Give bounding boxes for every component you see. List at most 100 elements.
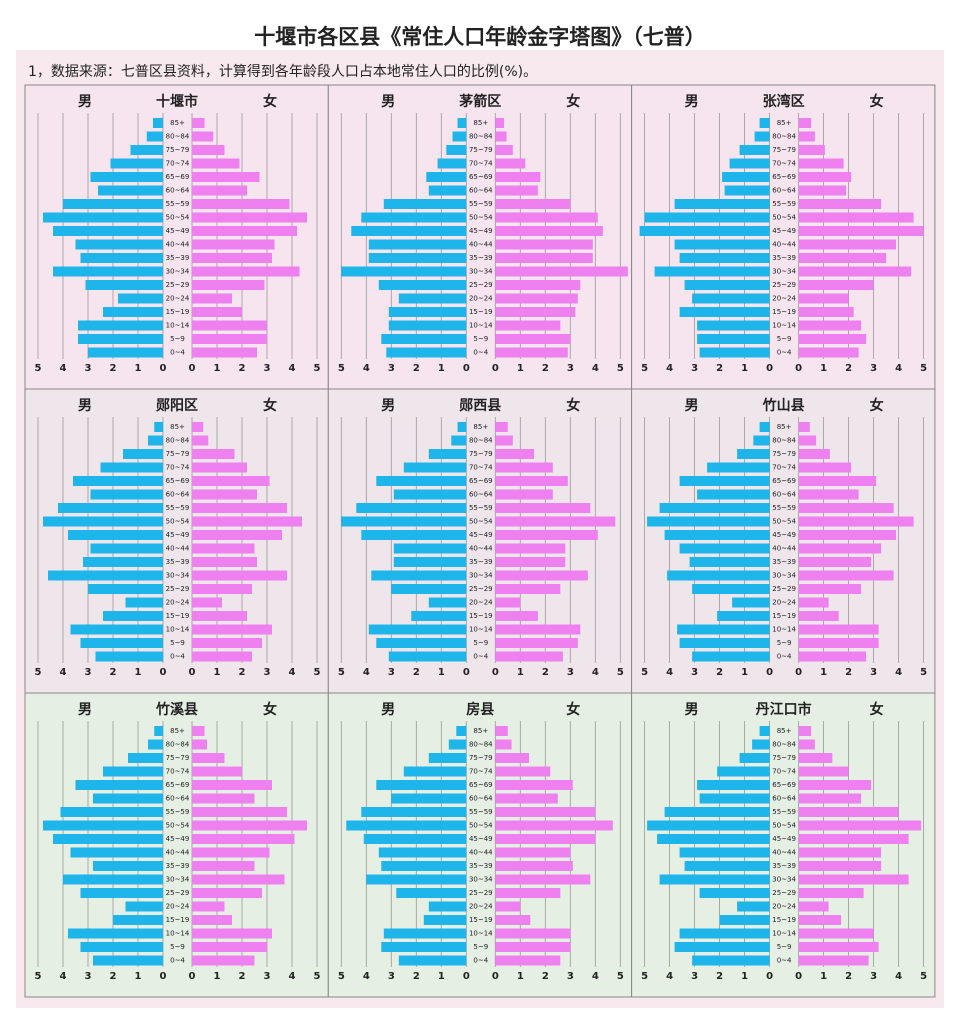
bar-male xyxy=(368,624,467,635)
category-label: 20~24 xyxy=(772,599,796,607)
x-tick-label: 2 xyxy=(716,363,723,374)
x-tick-label: 5 xyxy=(338,667,345,678)
category-label: 30~34 xyxy=(469,572,493,580)
bar-female xyxy=(798,530,897,540)
panel xyxy=(327,692,633,998)
bar-male xyxy=(93,793,163,804)
bar-male xyxy=(446,145,467,155)
bar-female xyxy=(495,611,538,621)
category-label: 5~9 xyxy=(473,639,488,647)
bar-female xyxy=(495,516,616,527)
bar-male xyxy=(437,158,467,169)
category-label: 65~69 xyxy=(469,781,493,789)
bar-male xyxy=(697,334,770,344)
bar-female xyxy=(798,793,862,804)
category-label: 80~84 xyxy=(772,741,796,749)
category-label: 45~49 xyxy=(772,227,796,235)
category-label: 25~29 xyxy=(772,585,796,593)
category-label: 70~74 xyxy=(166,768,190,776)
category-label: 70~74 xyxy=(469,768,493,776)
legend-male: 男 xyxy=(381,702,395,718)
bar-female xyxy=(495,476,568,486)
bar-male xyxy=(368,253,467,263)
category-label: 10~14 xyxy=(772,322,796,330)
category-label: 35~39 xyxy=(772,862,796,870)
legend-male: 男 xyxy=(381,398,395,414)
x-tick-label: 1 xyxy=(741,363,748,374)
bar-male xyxy=(724,185,770,196)
x-tick-label: 4 xyxy=(289,363,296,374)
panel-title: 丹江口市 xyxy=(756,701,812,718)
category-label: 60~64 xyxy=(166,187,190,195)
bar-male xyxy=(43,212,163,223)
panel-title: 郧西县 xyxy=(459,398,501,414)
bar-female xyxy=(798,726,812,736)
bar-male xyxy=(125,597,163,608)
bar-male xyxy=(123,449,163,459)
panel xyxy=(631,692,936,998)
category-label: 15~19 xyxy=(469,612,493,620)
category-label: 10~14 xyxy=(469,626,493,634)
x-tick-label: 2 xyxy=(239,971,246,982)
bar-male xyxy=(393,543,467,554)
category-label: 40~44 xyxy=(772,849,796,857)
category-label: 85+ xyxy=(777,727,792,735)
bar-female xyxy=(192,780,272,790)
x-tick-label: 4 xyxy=(363,971,370,982)
category-label: 50~54 xyxy=(166,214,190,222)
category-label: 85+ xyxy=(473,119,488,127)
x-tick-label: 3 xyxy=(388,363,395,374)
legend-male: 男 xyxy=(78,94,92,110)
bar-male xyxy=(80,638,163,648)
category-label: 0~4 xyxy=(170,957,185,965)
bar-male xyxy=(674,239,770,250)
x-tick-label: 2 xyxy=(716,971,723,982)
bar-female xyxy=(798,901,829,912)
bar-male xyxy=(351,226,467,236)
bar-male xyxy=(639,226,770,236)
category-label: 60~64 xyxy=(772,491,796,499)
bar-female xyxy=(495,320,561,331)
bar-female xyxy=(192,516,302,527)
bar-male xyxy=(699,793,770,804)
x-tick-label: 3 xyxy=(870,971,877,982)
bar-male xyxy=(368,239,467,250)
bar-male xyxy=(674,199,770,209)
category-label: 0~4 xyxy=(473,653,488,661)
category-label: 75~79 xyxy=(469,754,493,762)
bar-female xyxy=(192,239,275,250)
bar-female xyxy=(192,172,260,182)
bar-male xyxy=(759,726,770,736)
bar-female xyxy=(798,888,864,898)
bar-female xyxy=(798,597,829,608)
category-label: 60~64 xyxy=(469,491,493,499)
bar-female xyxy=(192,199,290,209)
category-label: 75~79 xyxy=(469,450,493,458)
bar-male xyxy=(428,185,467,196)
x-tick-label: 0 xyxy=(766,363,773,374)
bar-male xyxy=(659,874,770,885)
category-label: 40~44 xyxy=(469,849,493,857)
subtitle: 1，数据来源：七普区县资料，计算得到各年龄段人口占本地常住人口的比例(%)。 xyxy=(28,63,537,80)
category-label: 65~69 xyxy=(166,781,190,789)
x-tick-label: 0 xyxy=(463,363,470,374)
x-tick-label: 1 xyxy=(517,667,524,678)
bar-female xyxy=(192,766,242,777)
x-tick-label: 4 xyxy=(592,667,599,678)
bar-male xyxy=(341,266,467,277)
legend-male: 男 xyxy=(78,702,92,718)
bar-male xyxy=(457,422,467,432)
bar-female xyxy=(798,503,894,513)
category-label: 80~84 xyxy=(166,437,190,445)
x-tick-label: 1 xyxy=(135,667,142,678)
x-tick-label: 5 xyxy=(641,667,648,678)
x-tick-label: 5 xyxy=(314,971,321,982)
bar-female xyxy=(798,145,825,155)
category-label: 70~74 xyxy=(469,160,493,168)
category-label: 15~19 xyxy=(772,916,796,924)
bar-female xyxy=(192,347,257,358)
category-label: 5~9 xyxy=(170,943,185,951)
category-label: 20~24 xyxy=(166,295,190,303)
bar-male xyxy=(739,145,770,155)
bar-female xyxy=(798,753,833,763)
